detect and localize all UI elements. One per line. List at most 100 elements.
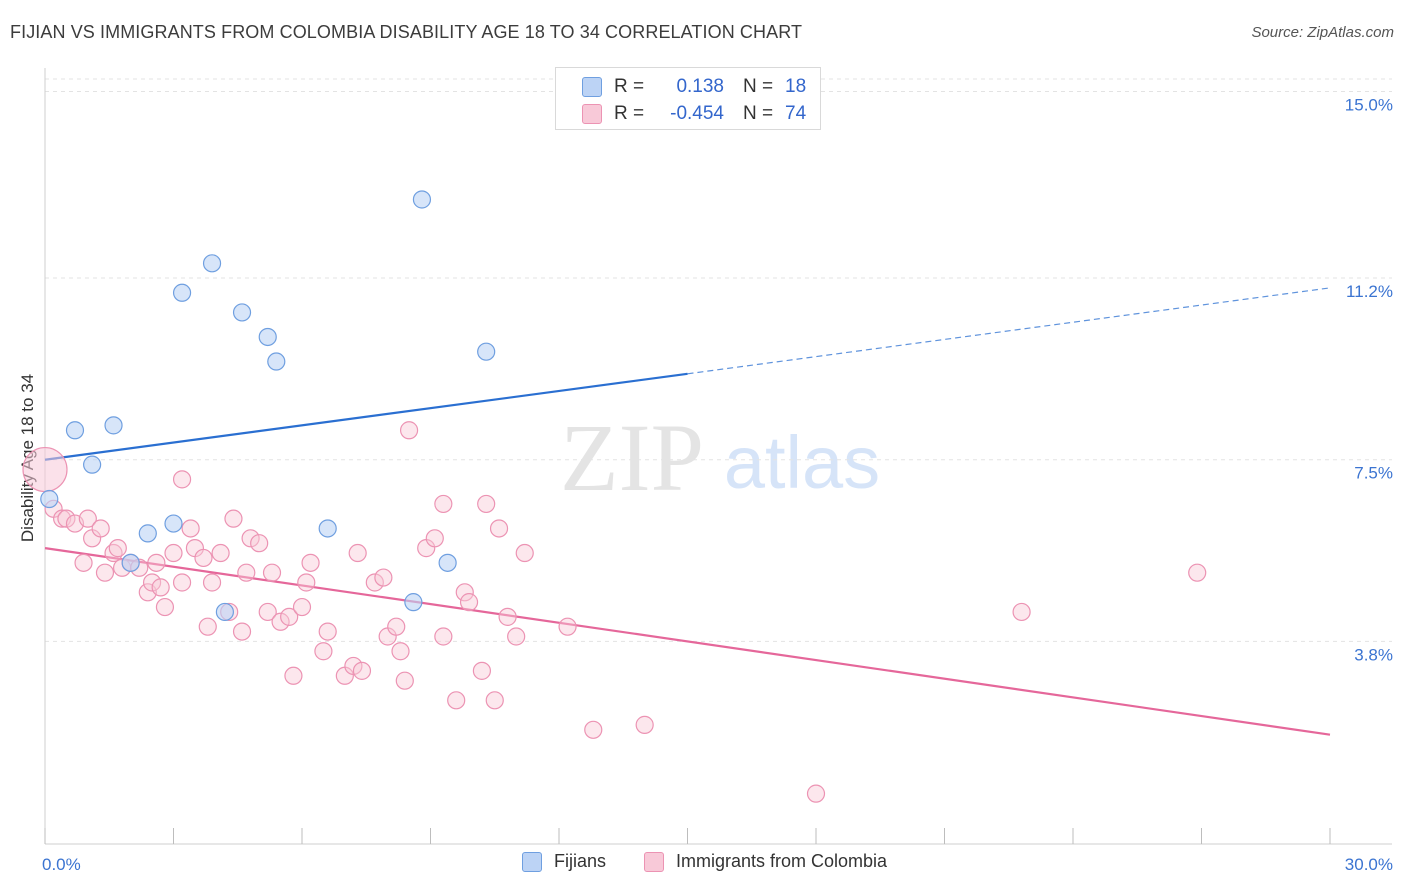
colombia-point [271,612,290,631]
legend-r-label: R = [614,103,645,124]
colombia-point [1188,563,1207,582]
colombia-point [142,573,162,592]
colombia-point [558,617,577,636]
colombia-point [181,519,200,538]
y-tick-label: 3.8% [1354,645,1393,664]
fijian-point [172,283,192,302]
fijian-point [164,514,183,533]
colombia-point [172,470,192,489]
colombia-point [78,509,97,528]
fijian-point [438,553,457,572]
fijian-point [121,553,140,572]
colombia-point [344,656,363,676]
colombia-point [297,573,316,592]
x-tick-label: 30.0% [1345,855,1393,874]
colombia-point [584,720,603,739]
fijian-point [318,519,337,538]
colombia-point [301,553,320,572]
legend-n-label: N = [743,103,774,124]
chart-title: FIJIAN VS IMMIGRANTS FROM COLOMBIA DISAB… [10,22,803,42]
colombia-point [211,543,230,563]
colombia-point [447,691,466,710]
colombia-point [391,642,410,661]
gridlines [45,78,1392,642]
source-label: Source: ZipAtlas.com [1251,24,1394,41]
legend-r-label: R = [614,76,645,97]
watermark-zip: ZIP [560,404,704,511]
series-legend-fijians: Fijians [522,851,606,872]
colombia-point [224,509,243,528]
colombia-point [198,617,217,636]
legend-n-value: 18 [785,76,807,97]
colombia-point [434,627,453,646]
colombia-point [399,421,419,440]
colombia-point [155,597,175,617]
legend-swatch-fijians [582,77,602,97]
fijian-point [138,524,157,543]
legend-row-fijians: R = 0.138 N = 18 [582,75,806,99]
fijian-point [65,421,85,440]
colombia-point [498,607,517,626]
colombia-point [485,691,504,710]
y-tick-label: 7.5% [1354,464,1393,483]
colombia-point [262,563,282,582]
y-tick-label: 15.0% [1345,95,1393,114]
colombia-point [250,534,269,553]
fijians-trend-line-extension [687,287,1331,375]
colombia-point [472,661,491,680]
legend-r-value: 0.138 [676,76,724,97]
fijian-point [477,342,496,361]
trend-lines [44,287,1331,736]
colombia-point [147,553,166,572]
legend-r-value: -0.454 [670,103,724,124]
colombia-point [425,529,444,548]
colombia-point [318,622,337,641]
colombia-trend-line [44,547,1331,736]
legend-n-label: N = [743,76,774,97]
colombia-point [280,607,299,626]
colombia-point [57,509,76,528]
x-tick-labels: 0.0% 30.0% [42,855,1393,874]
colombia-point [477,494,496,514]
fijian-point [232,303,252,322]
series-legend-swatch-fijians [522,851,542,872]
colombia-point [164,543,183,563]
colombia-point [365,573,384,592]
colombia-point [374,568,393,587]
colombia-point [314,642,333,661]
colombia-point [108,539,127,558]
fijian-point [258,327,277,347]
legend-n-value: 74 [785,103,807,124]
watermark: ZIP atlas [560,404,880,511]
fijians-trend-line [44,372,688,461]
colombia-point [348,543,367,563]
fijian-point [404,593,423,612]
colombia-point [284,666,303,685]
colombia-point [292,597,312,617]
colombia-point [22,446,68,493]
colombia-point [352,661,372,680]
axes [44,68,1392,845]
colombia-points [22,421,1207,803]
colombia-point [635,715,654,734]
fijian-point [83,455,102,474]
colombia-point [202,573,222,592]
series-legend: Fijians Immigrants from Colombia [0,851,1406,877]
colombia-point [91,519,110,538]
legend-row-colombia: R = -0.454 N = 74 [582,102,806,126]
colombia-point [434,494,453,514]
fijian-point [202,254,222,273]
colombia-point [74,553,93,572]
y-tick-labels: 3.8% 7.5% 11.2% 15.0% [1345,95,1393,664]
colombia-point [151,578,170,597]
colombia-point [507,627,526,646]
series-legend-swatch-colombia [644,851,664,872]
x-tick-label: 0.0% [42,855,81,874]
colombia-point [241,529,260,548]
colombia-point [237,563,256,582]
series-legend-label: Fijians [554,851,607,871]
colombia-point [459,593,479,612]
fijian-point [104,416,123,435]
colombia-point [515,543,534,563]
